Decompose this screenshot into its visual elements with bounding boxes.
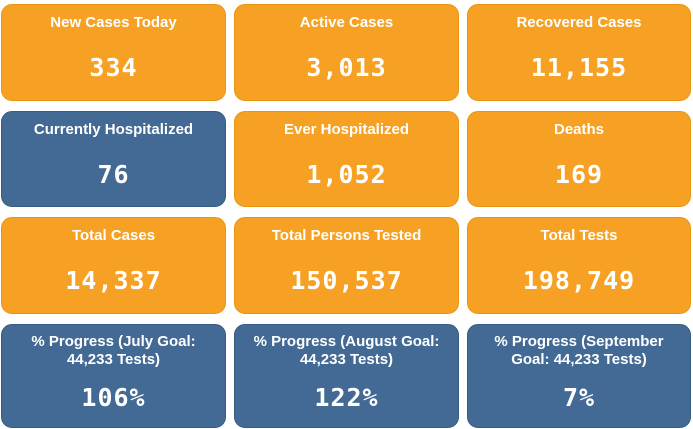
- card-total-cases[interactable]: Total Cases 14,337: [1, 217, 226, 314]
- card-value: 1,052: [306, 160, 387, 189]
- card-label: Total Tests: [540, 227, 618, 244]
- card-value: 76: [97, 160, 130, 189]
- card-label: % Progress (August Goal: 44,233 Tests): [253, 333, 440, 368]
- card-total-persons-tested[interactable]: Total Persons Tested 150,537: [234, 217, 459, 314]
- card-deaths[interactable]: Deaths 169: [467, 111, 691, 207]
- card-currently-hospitalized[interactable]: Currently Hospitalized 76: [1, 111, 226, 207]
- card-label: Ever Hospitalized: [283, 121, 410, 138]
- card-progress-august[interactable]: % Progress (August Goal: 44,233 Tests) 1…: [234, 324, 459, 428]
- card-value: 334: [89, 53, 138, 82]
- card-value: 3,013: [306, 53, 387, 82]
- card-value: 198,749: [522, 266, 636, 295]
- card-label: Recovered Cases: [516, 14, 642, 31]
- card-value: 106%: [81, 383, 146, 412]
- card-value: 122%: [314, 383, 379, 412]
- card-active-cases[interactable]: Active Cases 3,013: [234, 4, 459, 101]
- card-total-tests[interactable]: Total Tests 198,749: [467, 217, 691, 314]
- card-label: New Cases Today: [50, 14, 177, 31]
- card-progress-september[interactable]: % Progress (September Goal: 44,233 Tests…: [467, 324, 691, 428]
- card-label: Active Cases: [299, 14, 394, 31]
- card-label: Total Cases: [71, 227, 156, 244]
- card-progress-july[interactable]: % Progress (July Goal: 44,233 Tests) 106…: [1, 324, 226, 428]
- card-value: 14,337: [65, 266, 162, 295]
- card-recovered-cases[interactable]: Recovered Cases 11,155: [467, 4, 691, 101]
- card-label: Currently Hospitalized: [33, 121, 194, 138]
- card-value: 150,537: [290, 266, 403, 295]
- card-label: % Progress (September Goal: 44,233 Tests…: [494, 333, 664, 368]
- card-ever-hospitalized[interactable]: Ever Hospitalized 1,052: [234, 111, 459, 207]
- card-label: Total Persons Tested: [271, 227, 422, 244]
- card-new-cases-today[interactable]: New Cases Today 334: [1, 4, 226, 101]
- card-label: % Progress (July Goal: 44,233 Tests): [31, 333, 196, 368]
- card-value: 11,155: [530, 53, 628, 82]
- card-value: 169: [554, 160, 604, 189]
- card-value: 7%: [562, 383, 596, 412]
- card-label: Deaths: [553, 121, 605, 138]
